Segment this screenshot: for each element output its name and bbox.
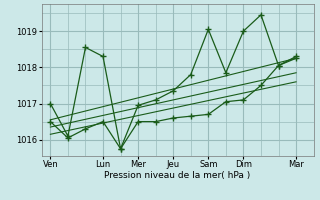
X-axis label: Pression niveau de la mer( hPa ): Pression niveau de la mer( hPa ): [104, 171, 251, 180]
